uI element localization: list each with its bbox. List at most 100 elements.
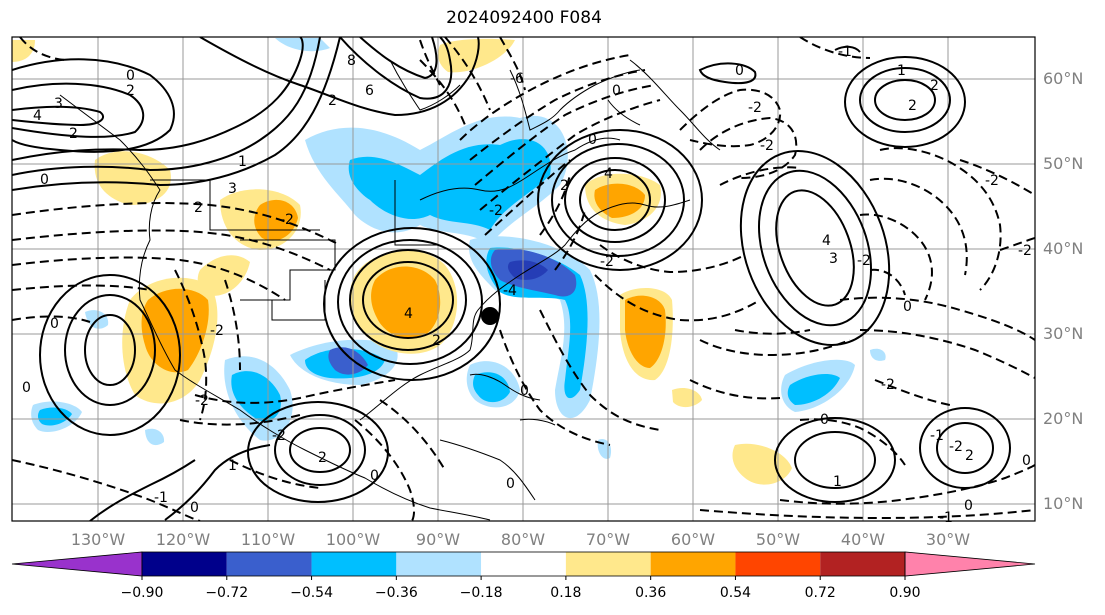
- contour-label: 0: [520, 383, 529, 399]
- contour-label: 8: [347, 53, 356, 69]
- contour-label: 1: [833, 474, 842, 490]
- longitude-label: 100°W: [326, 530, 381, 549]
- colorbar-segments: [11, 551, 1036, 577]
- longitude-label: 120°W: [156, 530, 211, 549]
- colorbar-ticks: −0.90 −0.72 −0.54 −0.36 −0.18 0.18 0.36 0.54 0.7…: [121, 576, 921, 601]
- contour-label: 2: [69, 126, 78, 142]
- contour-label: 4: [822, 233, 831, 249]
- colorbar-segment: [735, 552, 821, 576]
- longitude-label: 40°W: [841, 530, 885, 549]
- contour-label: 4: [404, 306, 413, 322]
- contour-label: 1: [897, 63, 906, 79]
- contour-label: -2: [1018, 243, 1032, 259]
- contour-label: 2: [432, 333, 441, 349]
- colorbar-outline: [141, 551, 906, 577]
- colorbar-segment: [311, 552, 397, 576]
- colorbar-segment: [226, 552, 312, 576]
- colorbar-segment: [650, 552, 736, 576]
- colorbar-segment: [820, 552, 905, 576]
- longitude-label: 80°W: [501, 530, 545, 549]
- contour-label: 2: [965, 448, 974, 464]
- contour-label: -2: [857, 253, 871, 269]
- contour-label: -2: [195, 393, 209, 409]
- colorbar-segment: [396, 552, 482, 576]
- contour-label: 0: [40, 172, 49, 188]
- contour-label: -2: [272, 428, 286, 444]
- longitude-axis: 130°W 120°W 110°W 100°W 90°W 80°W 70°W 6…: [71, 530, 970, 549]
- colorbar-tick-label: 0.90: [889, 585, 920, 601]
- contour-label: -1: [930, 428, 944, 444]
- colorbar-tick-label: 0.36: [635, 585, 666, 601]
- contour-label: 0: [735, 63, 744, 79]
- contour-label: -2: [600, 254, 614, 270]
- contour-label: -2: [949, 439, 963, 455]
- contour-label: -1: [154, 490, 168, 506]
- negative-contours: [12, 37, 1035, 521]
- contour-label: 2: [908, 98, 917, 114]
- colorbar-tick-label: 0.18: [550, 585, 581, 601]
- contour-label: 3: [829, 251, 838, 267]
- colorbar-tick-label: 0.54: [720, 585, 751, 601]
- contour-label: -2: [881, 377, 895, 393]
- colorbar-tick-label: −0.18: [460, 585, 503, 601]
- contour-label: -2: [280, 212, 294, 228]
- colorbar-segment: [142, 552, 227, 576]
- storm-center-marker: [481, 307, 499, 325]
- contour-label: 0: [370, 468, 379, 484]
- contour-label: 2: [194, 200, 203, 216]
- colorbar-segment: [565, 552, 651, 576]
- contour-label: 0: [50, 316, 59, 332]
- map-figure: 0 2 4 3 2 0 1 3 2 -2 2 6 8 -6 -2 -4 0 -2…: [11, 36, 1083, 549]
- longitude-label: 90°W: [416, 530, 460, 549]
- longitude-label: 30°W: [926, 530, 970, 549]
- contour-label: 3: [228, 181, 237, 197]
- contour-label: 0: [820, 412, 829, 428]
- contour-label: -2: [210, 323, 224, 339]
- contour-label: 0: [22, 380, 31, 396]
- contour-label: 0: [612, 83, 621, 99]
- contour-label: 0: [126, 68, 135, 84]
- longitude-label: 50°W: [756, 530, 800, 549]
- contour-label: 2: [328, 93, 337, 109]
- contour-label: 0: [506, 476, 515, 492]
- contour-label: -6: [510, 71, 524, 87]
- colorbar-tick-label: −0.72: [205, 585, 248, 601]
- latitude-label: 30°N: [1043, 324, 1083, 343]
- contour-label: 2: [560, 178, 569, 194]
- colorbar-tick-label: −0.36: [375, 585, 418, 601]
- contour-label: 4: [33, 108, 42, 124]
- contour-label: 0: [190, 500, 199, 516]
- colorbar-tick-label: −0.54: [290, 585, 333, 601]
- contour-label: 2: [318, 450, 327, 466]
- latitude-label: 40°N: [1043, 239, 1083, 258]
- contour-label: 1: [228, 458, 237, 474]
- contour-label: 0: [903, 299, 912, 315]
- contour-label: 0: [588, 132, 597, 148]
- colorbar-extend-high: [904, 551, 1036, 577]
- contour-label: 1: [238, 154, 247, 170]
- latitude-label: 20°N: [1043, 409, 1083, 428]
- longitude-label: 60°W: [671, 530, 715, 549]
- latitude-axis: 60°N 50°N 40°N 30°N 20°N 10°N: [1043, 69, 1083, 513]
- longitude-label: 110°W: [241, 530, 296, 549]
- longitude-label: 130°W: [71, 530, 126, 549]
- contour-label-group: 0 2 4 3 2 0 1 3 2 -2 2 6 8 -6 -2 -4 0 -2…: [22, 44, 1032, 526]
- contour-label: -2: [760, 138, 774, 154]
- colorbar-segment: [481, 552, 566, 576]
- latitude-label: 10°N: [1043, 494, 1083, 513]
- contour-label: -4: [503, 283, 517, 299]
- map-frame: [11, 36, 1036, 522]
- latitude-label: 60°N: [1043, 69, 1083, 88]
- contour-label: -2: [985, 173, 999, 189]
- contour-label: 4: [604, 166, 613, 182]
- colorbar-extend-low: [11, 551, 143, 577]
- contour-label: 2: [930, 78, 939, 94]
- contour-label: 0: [1022, 453, 1031, 469]
- longitude-label: 70°W: [586, 530, 630, 549]
- colorbar-tick-label: −0.90: [121, 585, 164, 601]
- latitude-label: 50°N: [1043, 154, 1083, 173]
- contour-label: -2: [489, 203, 503, 219]
- contour-label: -1: [939, 510, 953, 526]
- contour-label: 6: [365, 83, 374, 99]
